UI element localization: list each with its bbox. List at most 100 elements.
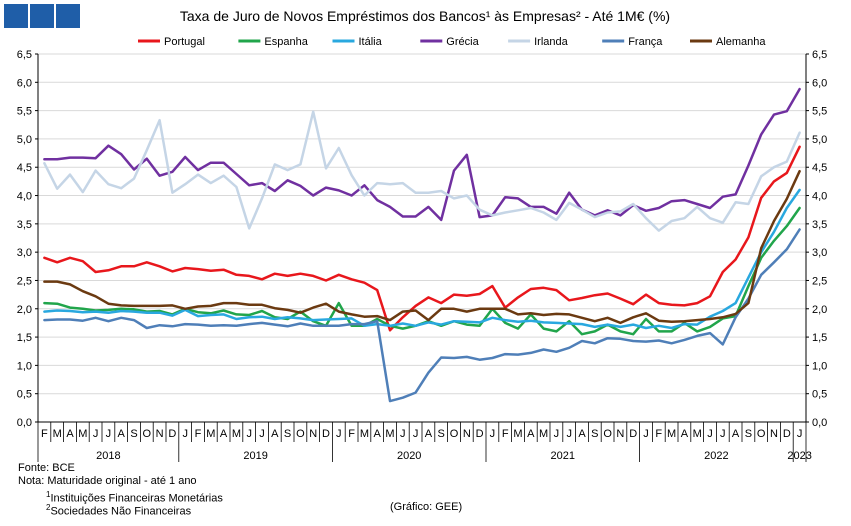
y-tick-label-right: 6,5 xyxy=(812,49,827,61)
x-tick-label: A xyxy=(271,428,279,440)
x-tick-label: A xyxy=(681,428,689,440)
x-tick-label: O xyxy=(450,428,459,440)
x-tick-label: J xyxy=(259,428,265,440)
x-tick-label: D xyxy=(629,428,637,440)
y-tick-label-left: 6,0 xyxy=(17,77,32,89)
x-tick-label: D xyxy=(783,428,791,440)
x-tick-label: S xyxy=(284,428,291,440)
x-tick-label: D xyxy=(168,428,176,440)
x-tick-label: A xyxy=(425,428,433,440)
series-line-5 xyxy=(43,228,801,403)
legend-label: Alemanha xyxy=(716,36,766,48)
x-tick-label: S xyxy=(130,428,137,440)
y-tick-label-right: 5,5 xyxy=(812,106,827,118)
logo-block xyxy=(56,4,80,28)
x-tick-label: M xyxy=(513,428,522,440)
footnote-2-text: Sociedades Não Financeiras xyxy=(50,505,192,518)
y-tick-label-right: 5,0 xyxy=(812,134,827,146)
y-tick-label-left: 4,5 xyxy=(17,162,32,174)
year-label: 2018 xyxy=(96,450,120,462)
y-tick-label-right: 0,5 xyxy=(812,389,827,401)
x-tick-label: N xyxy=(156,428,164,440)
y-tick-label-right: 3,0 xyxy=(812,247,827,259)
y-tick-label-left: 0,0 xyxy=(17,417,32,429)
x-tick-label: F xyxy=(502,428,509,440)
y-tick-label-left: 2,5 xyxy=(17,275,32,287)
x-tick-label: A xyxy=(732,428,740,440)
x-tick-label: N xyxy=(463,428,471,440)
legend-label: Grécia xyxy=(446,36,479,48)
x-tick-label: N xyxy=(616,428,624,440)
y-tick-label-left: 6,5 xyxy=(17,49,32,61)
x-tick-label: J xyxy=(554,428,560,440)
x-tick-label: M xyxy=(206,428,215,440)
x-tick-label: F xyxy=(655,428,662,440)
x-tick-label: J xyxy=(336,428,342,440)
x-tick-label: J xyxy=(400,428,406,440)
x-tick-label: O xyxy=(143,428,152,440)
series-line-2 xyxy=(43,188,801,330)
chart-title: Taxa de Juro de Novos Empréstimos dos Ba… xyxy=(180,8,670,24)
logo xyxy=(4,4,80,28)
x-tick-label: J xyxy=(93,428,99,440)
y-tick-label-right: 6,0 xyxy=(812,77,827,89)
series-line-3 xyxy=(43,87,801,222)
y-tick-label-left: 1,0 xyxy=(17,360,32,372)
x-tick-label: F xyxy=(195,428,202,440)
legend-item-6: Alemanha xyxy=(690,36,766,48)
x-tick-label: J xyxy=(246,428,252,440)
year-label: 2022 xyxy=(704,450,728,462)
legend-label: Irlanda xyxy=(534,36,569,48)
x-tick-label: F xyxy=(41,428,48,440)
x-tick-label: J xyxy=(106,428,112,440)
x-tick-label: J xyxy=(490,428,496,440)
x-tick-label: J xyxy=(182,428,188,440)
x-tick-label: M xyxy=(539,428,548,440)
y-tick-label-right: 3,5 xyxy=(812,219,827,231)
legend-item-2: Itália xyxy=(332,36,383,48)
y-tick-label-right: 4,5 xyxy=(812,162,827,174)
footnote-1-mark: 1 xyxy=(46,490,51,499)
x-tick-label: J xyxy=(720,428,726,440)
legend-item-3: Grécia xyxy=(420,36,480,48)
y-tick-label-right: 4,0 xyxy=(812,191,827,203)
x-tick-label: A xyxy=(118,428,126,440)
x-tick-label: A xyxy=(527,428,535,440)
x-tick-label: J xyxy=(566,428,572,440)
x-tick-label: J xyxy=(643,428,649,440)
y-tick-label-left: 5,0 xyxy=(17,134,32,146)
footnote-2-mark: 2 xyxy=(46,503,51,512)
x-tick-label: D xyxy=(476,428,484,440)
series-line-6 xyxy=(43,169,801,325)
y-tick-label-right: 1,5 xyxy=(812,332,827,344)
legend-item-5: França xyxy=(602,36,663,48)
x-tick-label: A xyxy=(66,428,74,440)
x-tick-label: S xyxy=(438,428,445,440)
x-tick-label: M xyxy=(667,428,676,440)
note-text: Nota: Maturidade original - até 1 ano xyxy=(18,475,197,487)
year-label: 2021 xyxy=(551,450,575,462)
x-tick-label: S xyxy=(745,428,752,440)
y-tick-label-left: 1,5 xyxy=(17,332,32,344)
y-tick-label-left: 3,5 xyxy=(17,219,32,231)
x-tick-label: F xyxy=(348,428,355,440)
x-tick-label: M xyxy=(693,428,702,440)
legend-item-1: Espanha xyxy=(238,36,309,48)
year-label: 2020 xyxy=(397,450,421,462)
x-tick-label: M xyxy=(385,428,394,440)
legend-item-0: Portugal xyxy=(138,36,205,48)
y-tick-label-left: 2,0 xyxy=(17,304,32,316)
y-tick-label-right: 1,0 xyxy=(812,360,827,372)
x-tick-label: M xyxy=(53,428,62,440)
logo-block xyxy=(4,4,28,28)
series-line-0 xyxy=(43,145,801,332)
y-tick-label-right: 2,0 xyxy=(812,304,827,316)
legend-label: Portugal xyxy=(164,36,205,48)
y-tick-label-left: 4,0 xyxy=(17,191,32,203)
x-tick-label: M xyxy=(78,428,87,440)
x-tick-label: A xyxy=(220,428,228,440)
year-label: 2023 xyxy=(787,450,811,462)
x-tick-label: D xyxy=(322,428,330,440)
footnote-2: 2Sociedades Não Financeiras xyxy=(46,501,191,519)
